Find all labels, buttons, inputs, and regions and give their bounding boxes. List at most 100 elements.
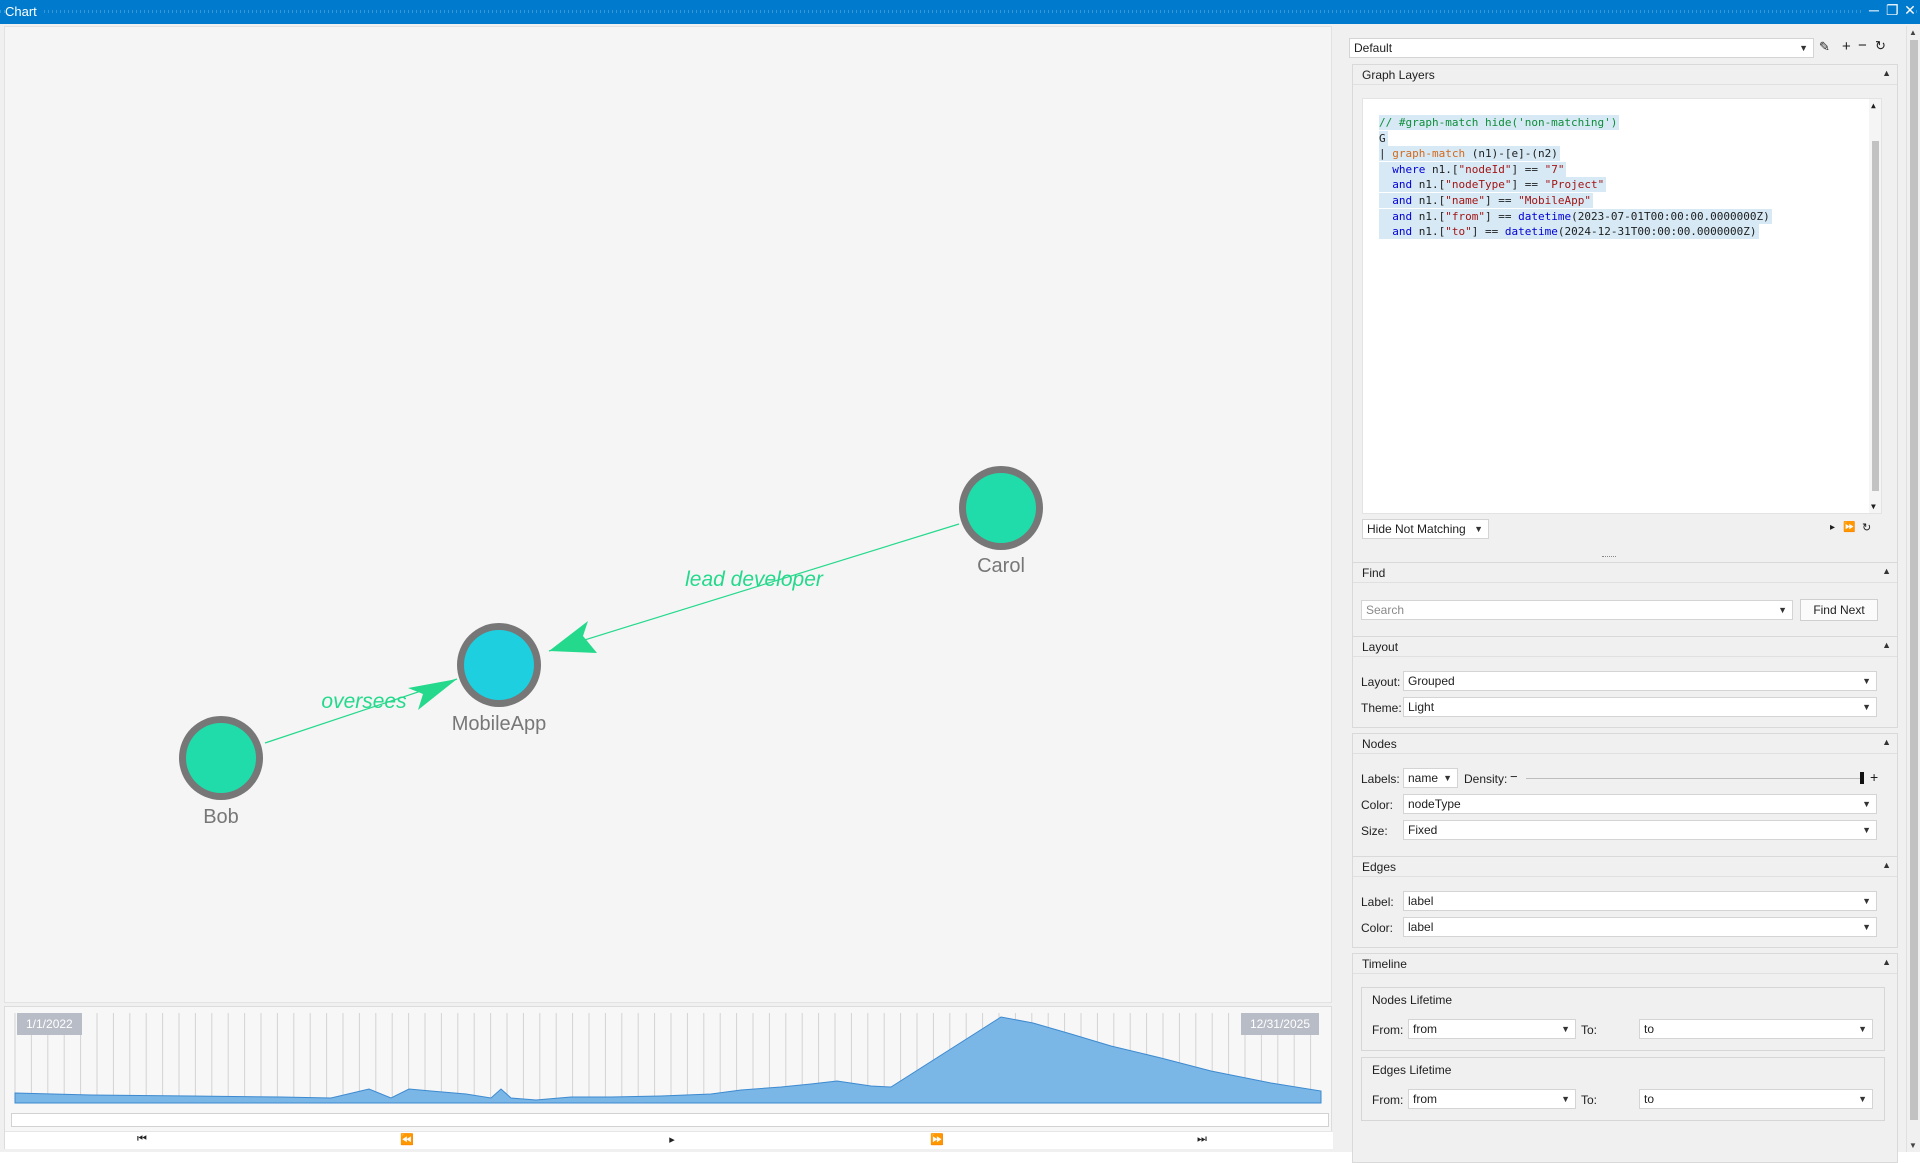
chevron-down-icon: ▼ xyxy=(1474,524,1483,534)
graph-canvas[interactable]: oversees lead developer Bob MobileApp Ca… xyxy=(4,26,1332,1003)
rewind-icon[interactable]: ⏪ xyxy=(400,1134,414,1146)
chevron-down-icon: ▼ xyxy=(1858,1024,1867,1034)
code-token: and xyxy=(1379,178,1413,192)
refresh-icon[interactable]: ↻ xyxy=(1862,522,1872,534)
node-mobileapp[interactable]: MobileApp xyxy=(452,623,547,735)
panel-scrollbar-thumb[interactable] xyxy=(1910,40,1918,1120)
nodes-to-select[interactable]: to ▼ xyxy=(1639,1019,1873,1039)
edge-lead-developer[interactable] xyxy=(548,523,960,652)
code-line[interactable]: where n1.["nodeId"] == "7" xyxy=(1379,161,1567,177)
section-header-timeline[interactable]: Timeline xyxy=(1353,954,1897,974)
run-icon[interactable]: ▸ xyxy=(1830,522,1836,533)
run-all-icon[interactable]: ⏩ xyxy=(1843,522,1856,533)
section-header-find[interactable]: Find xyxy=(1353,563,1897,583)
collapse-icon[interactable]: ▲ xyxy=(1882,566,1891,576)
window-title: Chart xyxy=(5,4,43,19)
density-slider-thumb[interactable] xyxy=(1860,772,1864,784)
splitter-handle[interactable] xyxy=(1602,556,1616,558)
code-line[interactable]: and n1.["nodeType"] == "Project" xyxy=(1379,177,1607,193)
section-header-nodes[interactable]: Nodes xyxy=(1353,734,1897,754)
scroll-up-icon[interactable]: ▲ xyxy=(1871,101,1876,110)
node-size-select[interactable]: Fixed ▼ xyxy=(1403,820,1877,840)
graph-query-editor[interactable]: // #graph-match hide('non-matching') G | g… xyxy=(1362,98,1882,514)
code-line[interactable]: and n1.["name"] == "MobileApp" xyxy=(1379,193,1593,208)
timeline-range-scrollbar[interactable] xyxy=(11,1113,1329,1127)
code-token: n1.[ xyxy=(1412,209,1446,223)
timeline-panel[interactable]: 1/1/2022 12/31/2025 ⏮ ⏪ ▸ ⏩ ⏭ xyxy=(4,1006,1333,1149)
scroll-down-icon[interactable]: ▼ xyxy=(1871,502,1876,511)
density-label: Density: xyxy=(1464,772,1508,786)
remove-profile-icon[interactable]: − xyxy=(1858,37,1867,54)
edges-to-value: to xyxy=(1644,1092,1655,1106)
node-color-label: Color: xyxy=(1361,798,1394,812)
reset-profile-icon[interactable]: ↻ xyxy=(1875,38,1886,53)
edge-label-select[interactable]: label ▼ xyxy=(1403,891,1877,911)
code-token: and xyxy=(1379,194,1413,207)
edges-to-select[interactable]: to ▼ xyxy=(1639,1089,1873,1109)
node-carol[interactable]: Carol xyxy=(959,466,1043,577)
edge-color-select[interactable]: label ▼ xyxy=(1403,917,1877,937)
collapse-icon[interactable]: ▲ xyxy=(1882,68,1891,78)
code-line[interactable]: // #graph-match hide('non-matching') xyxy=(1379,115,1620,130)
section-header-graph-layers[interactable]: Graph Layers xyxy=(1353,65,1897,85)
section-header-edges[interactable]: Edges xyxy=(1353,857,1897,877)
code-line[interactable]: and n1.["to"] == datetime(2024-12-31T00:… xyxy=(1379,224,1759,240)
code-line[interactable]: G xyxy=(1379,130,1388,146)
code-token: "7" xyxy=(1544,162,1565,176)
layout-value: Grouped xyxy=(1408,674,1455,688)
code-line[interactable]: | graph-match (n1)-[e]-(n2) xyxy=(1379,146,1560,162)
chevron-down-icon: ▼ xyxy=(1862,896,1871,906)
first-icon[interactable]: ⏮ xyxy=(137,1133,147,1145)
section-header-layout[interactable]: Layout xyxy=(1353,637,1897,657)
scroll-up-icon[interactable]: ▲ xyxy=(1909,28,1917,37)
edges-lifetime-title: Edges Lifetime xyxy=(1372,1063,1452,1077)
nodes-from-select[interactable]: from ▼ xyxy=(1408,1019,1576,1039)
scroll-down-icon[interactable]: ▼ xyxy=(1909,1141,1917,1150)
code-token: n1.[ xyxy=(1412,194,1446,207)
nodes-lifetime-group xyxy=(1361,987,1885,1051)
code-token: | xyxy=(1379,147,1393,161)
collapse-icon[interactable]: ▲ xyxy=(1882,860,1891,870)
timeline-end-label: 12/31/2025 xyxy=(1240,1013,1319,1035)
node-bob[interactable]: Bob xyxy=(179,716,263,828)
edit-profile-icon[interactable]: ✎ xyxy=(1819,39,1830,54)
graph-svg[interactable]: oversees lead developer Bob MobileApp Ca… xyxy=(5,27,1333,1004)
last-icon[interactable]: ⏭ xyxy=(1197,1133,1207,1145)
density-decrease-icon[interactable]: − xyxy=(1510,769,1518,784)
match-mode-value: Hide Not Matching xyxy=(1367,522,1466,536)
timeline-histogram[interactable] xyxy=(11,1011,1329,1109)
density-slider[interactable] xyxy=(1526,772,1864,784)
editor-scrollbar[interactable]: ▲ ▼ xyxy=(1869,99,1881,513)
layout-select[interactable]: Grouped ▼ xyxy=(1403,671,1877,691)
node-size-label: Size: xyxy=(1361,824,1388,838)
play-icon[interactable]: ▸ xyxy=(669,1134,675,1146)
node-label-bob: Bob xyxy=(203,806,239,828)
restore-icon[interactable]: ❐ xyxy=(1886,2,1899,18)
node-labels-select[interactable]: name ▼ xyxy=(1403,768,1458,788)
collapse-icon[interactable]: ▲ xyxy=(1882,957,1891,967)
theme-select[interactable]: Light ▼ xyxy=(1403,697,1877,717)
close-icon[interactable]: ✕ xyxy=(1904,2,1916,18)
node-color-select[interactable]: nodeType ▼ xyxy=(1403,794,1877,814)
code-token: "MobileApp" xyxy=(1518,194,1591,207)
timeline-area xyxy=(14,1016,1322,1104)
profile-select[interactable]: Default ▼ xyxy=(1349,38,1814,58)
add-profile-icon[interactable]: + xyxy=(1842,38,1851,55)
code-token: and xyxy=(1379,209,1413,223)
edges-from-select[interactable]: from ▼ xyxy=(1408,1089,1576,1109)
panel-scrollbar[interactable]: ▲ ▼ xyxy=(1906,26,1920,1152)
chevron-down-icon: ▼ xyxy=(1561,1024,1570,1034)
node-label-mobileapp: MobileApp xyxy=(452,713,547,735)
find-next-button[interactable]: Find Next xyxy=(1800,599,1878,621)
collapse-icon[interactable]: ▲ xyxy=(1882,737,1891,747)
density-increase-icon[interactable]: + xyxy=(1870,769,1879,785)
code-line[interactable]: and n1.["from"] == datetime(2023-07-01T0… xyxy=(1379,208,1772,224)
arrow-oversees xyxy=(408,679,457,710)
code-token: "nodeId" xyxy=(1458,162,1512,176)
fast-forward-icon[interactable]: ⏩ xyxy=(930,1134,944,1146)
match-mode-select[interactable]: Hide Not Matching ▼ xyxy=(1362,519,1489,539)
minimize-icon[interactable]: ─ xyxy=(1869,2,1879,18)
node-label-carol: Carol xyxy=(977,555,1025,577)
collapse-icon[interactable]: ▲ xyxy=(1882,640,1891,650)
search-input[interactable]: Search ▼ xyxy=(1361,600,1793,620)
